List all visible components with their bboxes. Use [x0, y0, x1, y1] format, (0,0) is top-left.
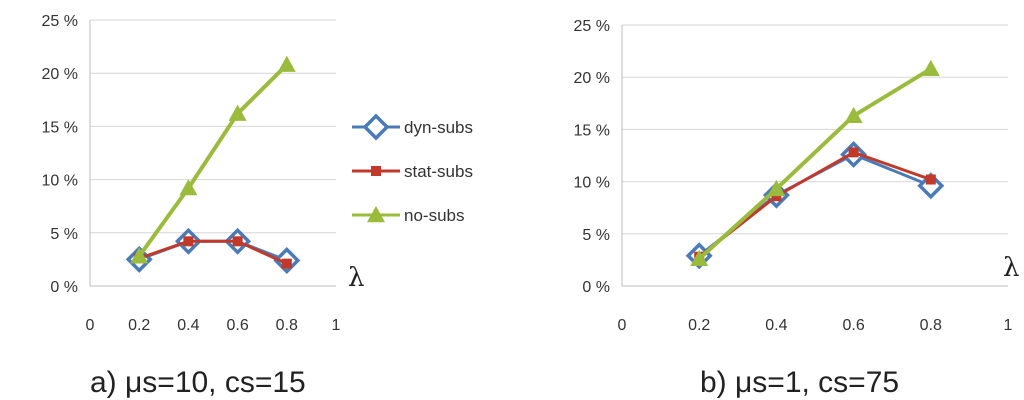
legend: dyn-subs stat-subs no-subs: [352, 113, 473, 225]
chart-a-xtick-label: 1: [332, 317, 341, 334]
chart-a-series-stat-subs-point: [281, 258, 292, 269]
chart-a-series-no-subs-point: [228, 104, 247, 121]
chart-b-caption: b) μs=1, cs=75: [700, 366, 899, 399]
chart-b-ytick-label: 20 %: [574, 70, 610, 87]
chart-a-xtick-label: 0.2: [128, 317, 150, 334]
chart-b: 0 % 5 % 10 % 15 % 20 % 25 % 0 0.2 0.4 0.6 0.8 1 λ: [574, 18, 1020, 334]
chart-b-xtick-label: 1: [1004, 317, 1013, 334]
chart-b-xtick-label: 0.4: [765, 317, 787, 334]
chart-a-xtick-label: 0.4: [177, 317, 199, 334]
chart-b-xtick-label: 0.8: [920, 317, 942, 334]
legend-stat-subs-marker: [371, 166, 381, 176]
chart-a-series-stat-subs-point: [183, 236, 194, 247]
chart-b-series-dyn-subs-line: [698, 152, 932, 257]
chart-a-series-no-subs-point: [179, 179, 198, 196]
chart-a-ytick-label: 10 %: [42, 173, 78, 190]
chart-b-series-stat-subs-point: [925, 174, 936, 185]
legend-no-subs-label: no-subs: [404, 206, 464, 225]
legend-dyn-subs-marker: [362, 113, 390, 141]
chart-b-series-stat-subs-line: [698, 150, 932, 258]
chart-b-xtick-label: 0.6: [842, 317, 864, 334]
chart-b-ytick-label: 15 %: [574, 122, 610, 139]
chart-a-series-no-subs-point: [277, 55, 296, 72]
chart-b-series-no-subs-line: [697, 67, 932, 261]
chart-b-x-axis-symbol: λ: [1003, 253, 1019, 283]
chart-a-ytick-label: 25 %: [42, 13, 78, 30]
chart-a-ytick-label: 20 %: [42, 66, 78, 83]
chart-a-series-stat-subs-point: [232, 236, 243, 247]
chart-b-ytick-label: 25 %: [574, 18, 610, 35]
chart-b-ytick-label: 10 %: [574, 175, 610, 192]
chart-b-series-no-subs-point: [767, 179, 786, 197]
chart-a-ytick-label: 0 %: [50, 279, 78, 296]
chart-b-ytick-label: 0 %: [582, 279, 610, 296]
chart-b-xtick-label: 0: [618, 317, 627, 334]
chart-a-ytick-label: 5 %: [50, 226, 78, 243]
chart-b-series-no-subs-point: [844, 106, 863, 124]
chart-b-series-stat-subs-point: [848, 147, 859, 158]
chart-a: 0 % 5 % 10 % 15 % 20 % 25 % 0 0.2 0.4 0.6 0.8 1 λ: [42, 13, 365, 334]
chart-a-x-axis-symbol: λ: [348, 263, 364, 293]
chart-b-series-stat-subs-point: [771, 191, 782, 202]
chart-b-xtick-label: 0.2: [688, 317, 710, 334]
chart-b-series-no-subs-point: [690, 249, 709, 267]
chart-a-xtick-label: 0.8: [276, 317, 298, 334]
chart-a-series-no-subs-point: [130, 247, 149, 264]
chart-a-series-no-subs-line: [137, 63, 289, 258]
chart-b-series-dyn-subs-point: [917, 172, 945, 200]
chart-a-xtick-label: 0: [86, 317, 95, 334]
chart-a-ytick-label: 15 %: [42, 119, 78, 136]
chart-a-caption: a) μs=10, cs=15: [90, 366, 306, 399]
chart-a-series-stat-subs-line: [138, 239, 288, 266]
legend-no-subs-marker: [367, 206, 385, 223]
legend-dyn-subs-label: dyn-subs: [404, 118, 473, 137]
chart-b-series-no-subs-point: [921, 59, 940, 77]
legend-stat-subs-label: stat-subs: [404, 162, 473, 181]
chart-a-xtick-label: 0.6: [226, 317, 248, 334]
chart-b-ytick-label: 5 %: [582, 227, 610, 244]
